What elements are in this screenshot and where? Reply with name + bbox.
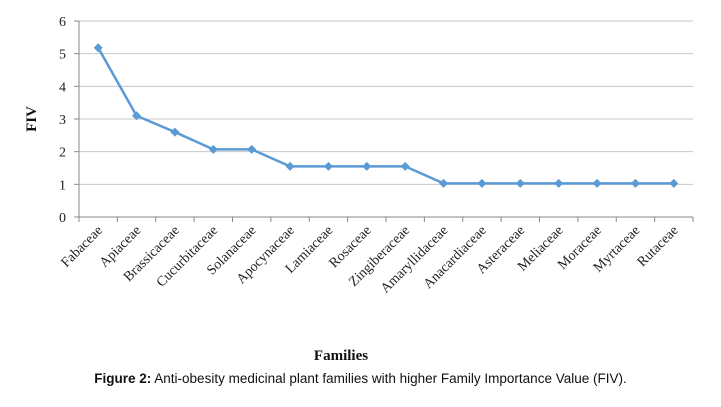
caption-text: Anti-obesity medicinal plant families wi… [151, 371, 627, 386]
y-axis: 0 1 2 3 4 5 6 [59, 15, 80, 226]
data-point-marker [132, 111, 142, 121]
x-tick-label: Rutaceae [635, 223, 682, 270]
y-tick-label: 0 [59, 211, 66, 226]
data-point-marker [170, 127, 180, 137]
y-tick-label: 5 [59, 48, 66, 63]
data-point-marker [439, 178, 449, 188]
data-point-marker [669, 178, 679, 188]
y-tick-label: 6 [59, 15, 66, 30]
y-tick-label: 3 [59, 113, 66, 128]
data-point-marker [208, 144, 218, 154]
x-tick-label: Amaryllidaceae [378, 223, 451, 296]
data-point-marker [400, 161, 410, 171]
data-point-marker [515, 178, 525, 188]
gridlines [79, 20, 693, 185]
y-axis-title: FIV [24, 106, 40, 132]
y-tick-label: 4 [59, 80, 66, 95]
line-chart: 0 1 2 3 4 5 6 FabaceaeApiaceaeBrassicaceaeCucu… [24, 15, 694, 364]
series-line [97, 47, 674, 185]
figure-caption: Figure 2: Anti-obesity medicinal plant f… [0, 371, 721, 386]
x-tick-label: Fabaceae [59, 223, 106, 270]
data-point-marker [592, 178, 602, 188]
data-point-marker [323, 161, 333, 171]
series-group [93, 43, 679, 188]
data-point-marker [93, 43, 103, 53]
y-tick-label: 1 [59, 178, 66, 193]
x-axis: FabaceaeApiaceaeBrassicaceaeCucurbitacea… [59, 216, 694, 296]
y-tick-label: 2 [59, 146, 66, 161]
data-point-marker [554, 178, 564, 188]
caption-label: Figure 2: [94, 371, 152, 386]
data-point-marker [285, 161, 295, 171]
data-point-marker [477, 178, 487, 188]
data-point-marker [630, 178, 640, 188]
x-axis-title: Families [314, 348, 368, 364]
data-point-marker [247, 144, 257, 154]
data-point-marker [362, 161, 372, 171]
